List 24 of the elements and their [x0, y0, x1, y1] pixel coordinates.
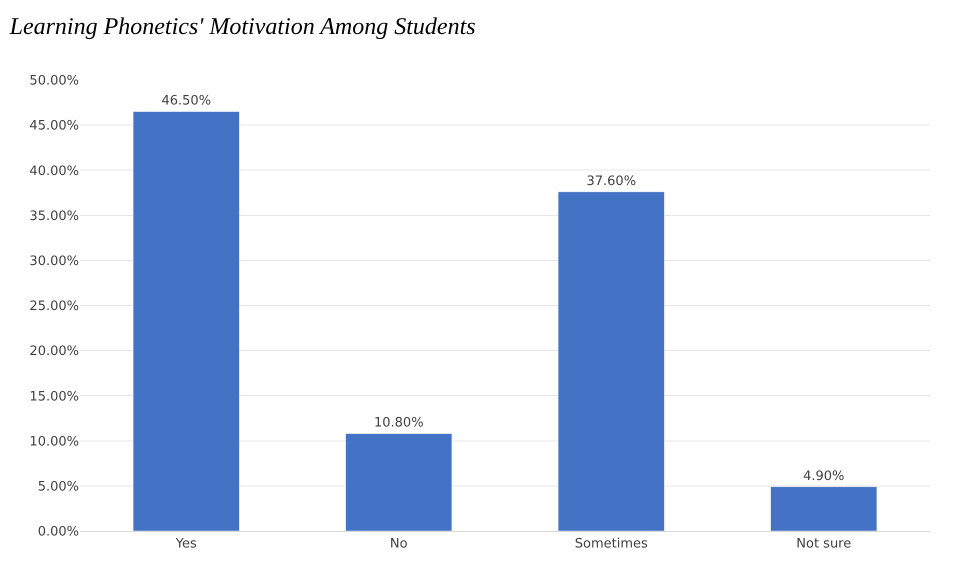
data-label: 46.50%	[161, 94, 212, 109]
data-label: 4.90%	[803, 468, 844, 484]
bar	[345, 433, 452, 531]
bar	[132, 111, 240, 531]
chart-title: Learning Phonetics' Motivation Among Students	[8, 14, 476, 40]
y-tick-label: 15.00%	[29, 389, 79, 404]
bar	[558, 192, 665, 531]
data-label: 10.80%	[374, 416, 424, 431]
y-tick-label: 0.00%	[38, 524, 79, 540]
x-tick-label: Sometimes	[574, 536, 648, 552]
y-tick-label: 40.00%	[29, 164, 79, 179]
x-tick-label: No	[390, 536, 408, 552]
y-tick-label: 30.00%	[29, 254, 79, 269]
x-tick-label: Yes	[174, 536, 197, 552]
y-tick-label: 20.00%	[29, 344, 79, 360]
y-tick-label: 25.00%	[29, 299, 79, 314]
y-tick-label: 10.00%	[29, 434, 79, 450]
y-tick-label: 5.00%	[38, 479, 79, 494]
y-tick-label: 50.00%	[29, 74, 79, 89]
y-tick-label: 35.00%	[29, 208, 79, 224]
data-label: 37.60%	[586, 174, 636, 189]
x-tick-label: Not sure	[796, 536, 852, 552]
y-tick-label: 45.00%	[29, 118, 79, 134]
bar	[770, 486, 878, 531]
